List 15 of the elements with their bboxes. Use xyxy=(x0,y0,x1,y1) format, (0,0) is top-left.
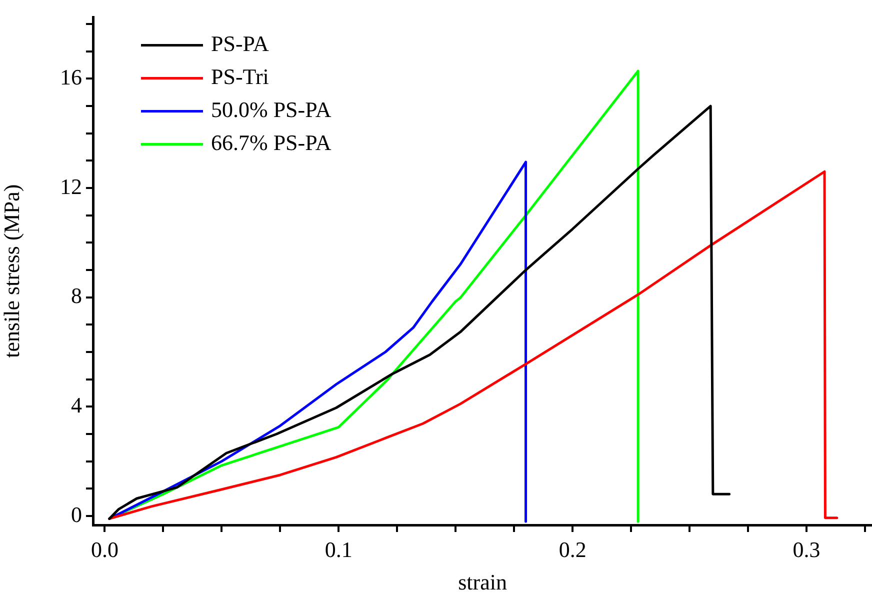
x-tick-label: 0.1 xyxy=(324,536,352,562)
x-tick-label: 0.2 xyxy=(558,536,586,562)
y-tick-label: 16 xyxy=(60,64,82,90)
y-tick-label: 0 xyxy=(71,502,82,527)
y-tick-label: 12 xyxy=(60,174,82,199)
x-axis-title: strain xyxy=(458,570,507,595)
legend-label: PS-Tri xyxy=(211,64,269,89)
legend-label: 66.7% PS-PA xyxy=(211,130,332,155)
y-axis-title: tensile stress (MPa) xyxy=(0,184,24,358)
y-tick-label: 4 xyxy=(71,392,82,418)
y-tick-label: 8 xyxy=(71,283,82,308)
x-tick-label: 0.3 xyxy=(792,536,820,562)
legend-label: PS-PA xyxy=(211,30,270,56)
legend-label: 50.0% PS-PA xyxy=(211,96,332,122)
x-tick-label: 0.0 xyxy=(90,536,118,562)
